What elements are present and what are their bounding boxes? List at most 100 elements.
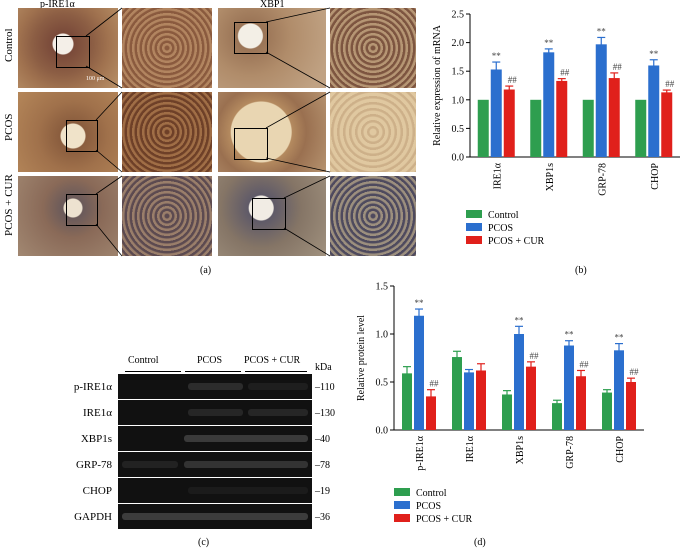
mrna-bar-chart: 0.0 0.5 1.0 1.5 2.0 2.5 Relative expression of… — [432, 10, 680, 247]
blot-group-line-pcos — [185, 371, 241, 372]
micrograph-control-pire1a — [18, 8, 118, 88]
significance-mark: ## — [560, 68, 570, 78]
significance-mark: ## — [430, 379, 440, 389]
micrograph-pcos-xbp1-zoom — [330, 92, 416, 172]
x-tick-label: IRE1α — [492, 162, 503, 189]
bar — [502, 394, 512, 430]
bar — [552, 403, 562, 430]
legend-swatch — [466, 223, 482, 231]
x-tick-label: XBP1s — [545, 163, 556, 191]
blot-label-gapdh: GAPDH — [74, 511, 112, 523]
blot-group-control: Control — [128, 355, 159, 366]
legend-swatch — [394, 488, 410, 496]
significance-mark: ## — [508, 75, 518, 85]
bar — [635, 99, 647, 157]
blot-label-chop: CHOP — [82, 485, 112, 497]
blot-label-pire1a: p-IRE1α — [73, 381, 112, 393]
kda-xbp1s: –40 — [315, 434, 330, 445]
y-tick-label: 0.0 — [376, 426, 389, 437]
significance-mark: ## — [530, 351, 540, 361]
kda-header: kDa — [315, 362, 332, 373]
y-tick-label: 1.0 — [376, 330, 389, 341]
significance-mark: ** — [615, 333, 625, 343]
panel-label-c: (c) — [198, 537, 210, 548]
bar — [402, 373, 412, 430]
blot-group-line-pcos-cur — [245, 371, 307, 372]
significance-mark: ** — [565, 330, 575, 340]
y-tick-label: 0.0 — [452, 153, 465, 164]
bar — [661, 92, 673, 157]
micrograph-pcos-cur-pire1a-zoom — [122, 176, 212, 256]
x-tick-label: IRE1α — [465, 435, 476, 462]
blot-strip-gapdh — [118, 504, 312, 529]
blot-strip-grp78 — [118, 452, 312, 477]
y-tick-label: 0.5 — [376, 378, 389, 389]
legend-swatch — [394, 501, 410, 509]
y-tick-label: 1.5 — [452, 67, 465, 78]
bar — [614, 350, 624, 430]
micrograph-pcos-cur-xbp1-zoom — [330, 176, 416, 256]
y-axis-label: Relative expression of mRNA — [432, 24, 443, 146]
blot-label-xbp1s: XBP1s — [80, 433, 112, 445]
significance-mark: ## — [613, 62, 623, 72]
y-tick-label: 2.5 — [452, 10, 465, 21]
y-tick-label: 1.5 — [376, 282, 389, 293]
significance-mark: ** — [492, 51, 502, 61]
bar — [490, 69, 502, 157]
x-tick-label: XBP1s — [515, 436, 526, 464]
micrograph-control-xbp1 — [218, 8, 326, 88]
x-tick-label: GRP-78 — [597, 163, 608, 196]
legend-label: PCOS + CUR — [488, 236, 545, 247]
bar — [503, 89, 515, 157]
x-tick-label: GRP-78 — [565, 436, 576, 469]
bar — [595, 44, 607, 158]
x-tick-label: p-IRE1α — [415, 435, 426, 470]
micrograph-pcos-pire1a-zoom — [122, 92, 212, 172]
legend-label: PCOS — [416, 501, 441, 512]
legend-label: PCOS + CUR — [416, 514, 473, 525]
bar — [648, 65, 660, 157]
significance-mark: ## — [630, 367, 640, 377]
bar — [426, 396, 436, 430]
bar — [477, 99, 489, 157]
scale-bar-label: 100 μm — [86, 76, 105, 82]
blot-strip-ire1a — [118, 400, 312, 425]
significance-mark: ## — [580, 359, 590, 369]
col-header-pire1a: p-IRE1α — [40, 0, 75, 10]
bar — [530, 99, 542, 157]
bar — [543, 52, 555, 157]
x-tick-label: CHOP — [650, 163, 661, 190]
bar — [602, 392, 612, 430]
y-tick-label: 0.5 — [452, 124, 465, 135]
kda-ire1a: –130 — [315, 408, 335, 419]
blot-label-grp78: GRP-78 — [75, 459, 112, 471]
panel-label-a: (a) — [200, 265, 212, 276]
legend-label: PCOS — [488, 223, 513, 234]
bar — [452, 357, 462, 430]
bar — [414, 315, 424, 430]
bar — [564, 345, 574, 430]
bar — [626, 382, 636, 430]
blot-group-pcos-cur: PCOS + CUR — [244, 355, 301, 366]
panel-label-d: (d) — [474, 537, 486, 548]
kda-gapdh: –36 — [315, 512, 330, 523]
zoom-connectors — [85, 7, 331, 257]
col-header-xbp1: XBP1 — [260, 0, 285, 10]
bar — [556, 80, 568, 157]
kda-grp78: –78 — [315, 460, 330, 471]
legend-label: Control — [416, 488, 447, 499]
protein-bar-chart: 0.0 0.5 1.0 1.5 Relative protein level ** ## p-… — [356, 282, 644, 525]
legend-label: Control — [488, 210, 519, 221]
micrograph-pcos-cur-pire1a — [18, 176, 118, 256]
significance-mark: ** — [544, 38, 554, 48]
blot-group-line-control — [125, 371, 181, 372]
y-axis-label: Relative protein level — [356, 315, 367, 401]
significance-mark: ** — [649, 49, 659, 59]
blot-label-ire1a: IRE1α — [83, 407, 112, 419]
bar — [582, 99, 594, 157]
blot-strip-pire1a — [118, 374, 312, 399]
blot-group-pcos: PCOS — [197, 355, 223, 366]
bar — [526, 366, 536, 430]
significance-mark: ** — [415, 298, 425, 308]
bar — [576, 376, 586, 430]
